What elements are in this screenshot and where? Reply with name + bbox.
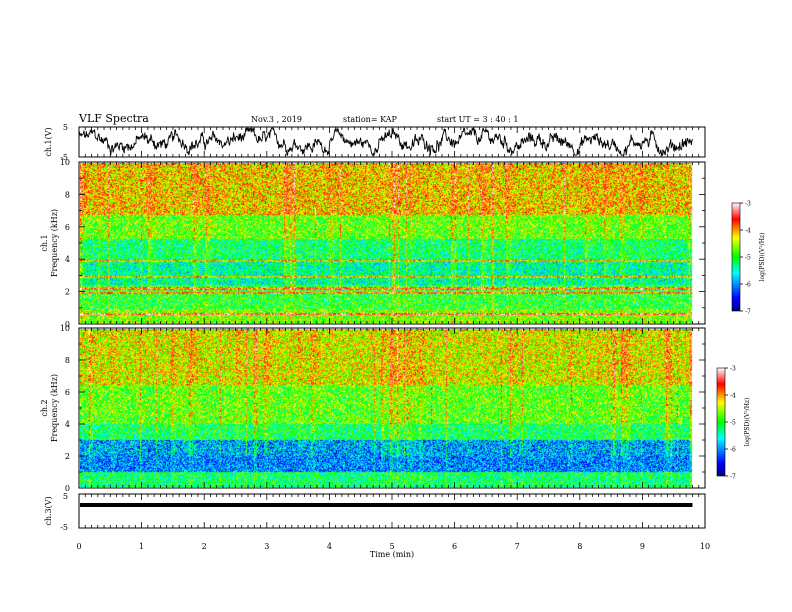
header-start: start UT = 3 : 40 : 1 [437,115,518,124]
ch1-colorbar-ticks: -3 -4 -5 -6 -7 [740,201,751,316]
y-tick-label: 8 [65,356,70,365]
y-tick-label: 0 [65,484,70,493]
x-tick-label: 1 [139,542,144,551]
ch1-colorbar-gradient [731,202,741,312]
colorbar-tick-label: -5 [730,420,736,427]
ch1-ylabel-channel: ch.1 [40,234,49,251]
header-date: Nov.3 , 2019 [251,115,302,124]
figure-title: VLF Spectra [78,112,149,125]
x-tick-label: 3 [264,542,269,551]
y-tick-label: 4 [65,420,70,429]
y-tick-label: 0 [65,320,70,329]
colorbar-tick-label: -3 [745,201,751,208]
ch3-ytick-top: 5 [63,492,68,501]
x-tick-label: 7 [515,542,520,551]
y-tick-label: 10 [60,324,70,333]
colorbar-tick-label: -4 [745,228,751,235]
ch1-waveform-trace [78,126,693,157]
colorbar-tick-label: -4 [730,393,736,400]
x-tick-label: 2 [202,542,207,551]
x-tick-label: 8 [577,542,582,551]
x-tick-label: 4 [327,542,332,551]
ch2-colorbar-label: log(PSD)(V²/Hz) [744,398,751,447]
y-tick-label: 6 [65,388,70,397]
x-tick-label: 6 [452,542,457,551]
ch1-ytick-bottom: -5 [60,153,68,162]
ch2-colorbar: -3 -4 -5 -6 -7 log(PSD)(V²/Hz) [716,366,751,481]
x-tick-label: 5 [389,542,394,551]
colorbar-tick-label: -5 [745,255,751,262]
colorbar-tick-label: -7 [745,309,751,316]
colorbar-tick-label: -3 [730,366,736,373]
x-tick-label: 10 [700,542,710,551]
ch1-colorbar-label: log(PSD)(V²/Hz) [759,233,766,282]
y-tick-label: 6 [65,223,70,232]
ch2-ylabel-channel: ch.2 [40,399,49,416]
ch1-spectrogram-yticks: 0 2 4 6 8 10 [60,158,705,329]
ch2-spectrogram-yticks: 0 2 4 6 8 10 [60,324,705,493]
ch2-colorbar-gradient [716,367,726,477]
colorbar-tick-label: -6 [730,447,736,454]
y-tick-label: 8 [65,190,70,199]
ch2-spectrogram-image [80,329,704,487]
x-tick-label: 0 [76,542,81,551]
time-axis-ticks: 0 1 2 3 4 5 6 7 8 9 10 [76,127,710,551]
ch3-waveform-panel: 5 -5 ch.3(V) [44,492,706,532]
ch2-colorbar-ticks: -3 -4 -5 -6 -7 [725,366,736,481]
ch3-waveform-ylabel: ch.3(V) [44,496,53,525]
y-tick-label: 2 [65,452,70,461]
time-axis-label: Time (min) [370,550,414,559]
header-station: station= KAP [343,115,398,124]
ch2-spectrogram-panel: 0 2 4 6 8 10 ch.2 Frequency (kHz) [40,324,706,493]
ch1-spectrogram-image [80,163,704,323]
ch1-colorbar: -3 -4 -5 -6 -7 log(PSD)(V²/Hz) [731,201,766,316]
ch1-ylabel-frequency: Frequency (kHz) [50,209,59,277]
ch2-ylabel-frequency: Frequency (kHz) [50,374,59,442]
y-tick-label: 4 [65,255,70,264]
colorbar-tick-label: -6 [745,282,751,289]
colorbar-tick-label: -7 [730,474,736,481]
x-tick-label: 9 [640,542,645,551]
ch1-spectrogram-panel: 0 2 4 6 8 10 ch.1 Frequency (kHz) [40,158,706,329]
ch1-ytick-top: 5 [63,123,68,132]
ch1-waveform-panel: 5 -5 ch.1(V) [44,123,706,162]
ch3-ytick-bottom: -5 [60,523,68,532]
ch1-waveform-ylabel: ch.1(V) [44,127,53,156]
y-tick-label: 10 [60,158,70,167]
y-tick-label: 2 [65,288,70,297]
